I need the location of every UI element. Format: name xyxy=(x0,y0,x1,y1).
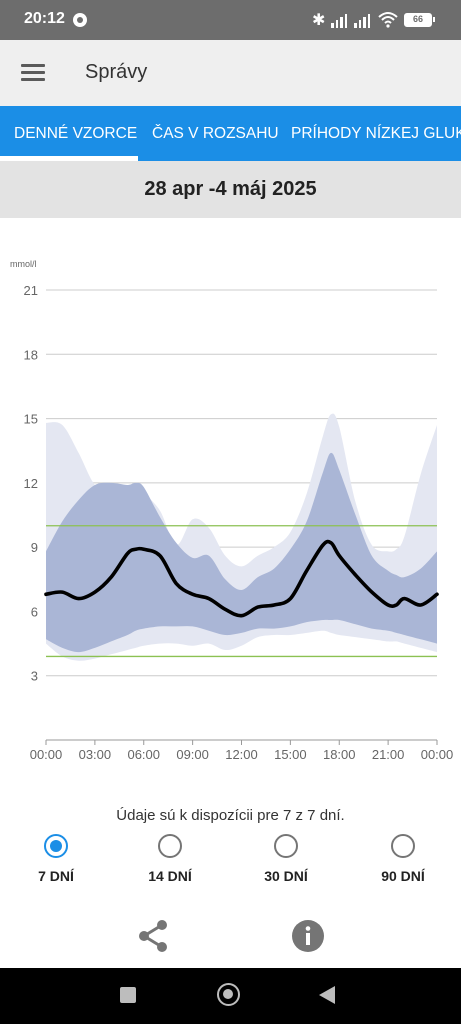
signal-icon xyxy=(331,12,349,28)
radio-button[interactable] xyxy=(44,834,68,858)
date-range: 28 apr -4 máj 2025 xyxy=(0,161,461,218)
y-tick-label: 12 xyxy=(24,476,38,491)
radio-label: 7 DNÍ xyxy=(38,868,74,884)
home-icon[interactable] xyxy=(217,983,240,1006)
app-bar: Správy xyxy=(0,40,461,106)
status-bar: 20:12 ✱ 66 xyxy=(0,0,461,40)
radio-button[interactable] xyxy=(391,834,415,858)
y-tick-label: 3 xyxy=(31,669,38,684)
share-icon[interactable] xyxy=(135,918,171,954)
x-tick-label: 15:00 xyxy=(274,747,307,762)
radio-90-days[interactable]: 90 DNÍ xyxy=(363,830,443,890)
x-tick-label: 06:00 xyxy=(127,747,160,762)
status-time: 20:12 xyxy=(24,10,65,27)
inner-percentile-band xyxy=(46,452,437,653)
bluetooth-icon: ✱ xyxy=(312,12,326,29)
radio-14-days[interactable]: 14 DNÍ xyxy=(130,830,210,890)
y-axis-unit-label: mmol/l xyxy=(10,259,37,269)
x-tick-label: 00:00 xyxy=(421,747,454,762)
radio-30-days[interactable]: 30 DNÍ xyxy=(246,830,326,890)
do-not-disturb-icon xyxy=(73,13,87,27)
tab-daily-patterns[interactable]: DENNÉ VZORCE xyxy=(14,125,138,142)
back-icon[interactable] xyxy=(319,986,335,1004)
radio-label: 30 DNÍ xyxy=(264,868,308,884)
data-availability-text: Údaje sú k dispozícii pre 7 z 7 dní. xyxy=(116,807,345,824)
x-tick-label: 12:00 xyxy=(225,747,258,762)
radio-button[interactable] xyxy=(158,834,182,858)
y-tick-label: 6 xyxy=(31,604,38,619)
x-tick-label: 00:00 xyxy=(30,747,63,762)
radio-label: 90 DNÍ xyxy=(381,868,425,884)
wifi-icon xyxy=(378,12,398,28)
daily-patterns-chart: mmol/l 21 18 15 12 9 6 3 00:00 03:00 06:00 09:00 12:… xyxy=(10,259,454,762)
x-tick-label: 21:00 xyxy=(372,747,405,762)
y-tick-label: 9 xyxy=(31,540,38,555)
y-tick-label: 21 xyxy=(24,283,38,298)
hamburger-menu-icon[interactable] xyxy=(21,64,45,82)
report-tabs: DENNÉ VZORCE ČAS V ROZSAHU PRÍHODY NÍZKE… xyxy=(0,106,461,161)
range-selector: 7 DNÍ 14 DNÍ 30 DNÍ 90 DNÍ xyxy=(0,830,461,890)
signal-icon xyxy=(354,12,372,28)
x-tick-label: 03:00 xyxy=(79,747,112,762)
radio-7-days[interactable]: 7 DNÍ xyxy=(16,830,96,890)
active-tab-indicator xyxy=(0,156,138,161)
system-nav-bar xyxy=(0,968,461,1024)
tab-time-in-range[interactable]: ČAS V ROZSAHU xyxy=(152,125,279,142)
median-line xyxy=(44,539,439,618)
battery-icon: 66 xyxy=(404,13,435,27)
y-tick-label: 18 xyxy=(24,347,38,362)
radio-button[interactable] xyxy=(274,834,298,858)
x-tick-label: 18:00 xyxy=(323,747,356,762)
y-tick-label: 15 xyxy=(24,412,38,427)
radio-label: 14 DNÍ xyxy=(148,868,192,884)
page-title: Správy xyxy=(85,61,148,83)
recent-apps-icon[interactable] xyxy=(120,987,136,1003)
x-tick-label: 09:00 xyxy=(176,747,209,762)
info-icon[interactable] xyxy=(290,918,326,954)
tab-low-glucose-events[interactable]: PRÍHODY NÍZKEJ GLUKÓ xyxy=(291,125,461,142)
